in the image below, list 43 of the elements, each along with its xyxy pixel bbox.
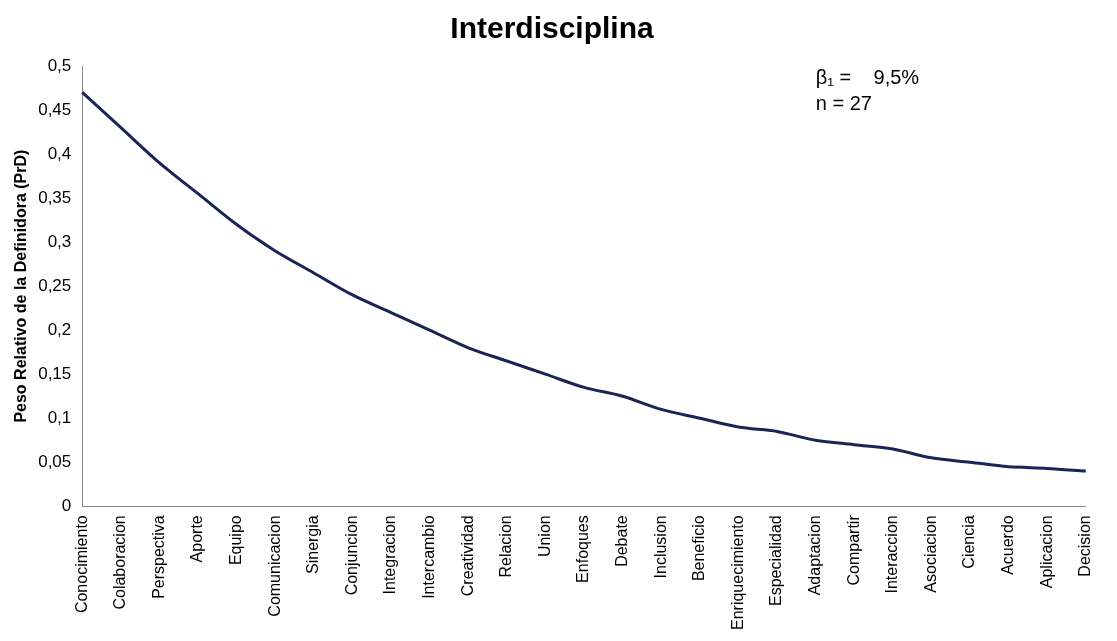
x-tick-label: Intercambio: [420, 515, 438, 599]
x-tick-label: Aplicacion: [1037, 515, 1055, 589]
x-tick-label: Enriquecimiento: [728, 515, 746, 631]
annotation: β₁ = 9,5%: [815, 65, 920, 88]
y-tick-label: 0: [61, 495, 72, 515]
chart-title: Interdisciplina: [450, 11, 654, 45]
y-tick-label: 0,5: [47, 55, 72, 75]
x-tick-label: Decision: [1076, 515, 1094, 577]
x-tick-label: Conjuncion: [342, 515, 360, 596]
x-tick-label: Sinergia: [304, 515, 322, 574]
x-tick-label: Debate: [613, 515, 631, 567]
x-tick-label: Creatividad: [458, 515, 476, 597]
x-tick-label: Aporte: [188, 515, 206, 563]
x-tick-label: Ciencia: [960, 515, 978, 569]
x-tick-label: Asociacion: [921, 515, 939, 593]
x-tick-label: Comunicacion: [265, 515, 283, 617]
x-tick-label: Equipo: [227, 515, 245, 566]
x-tick-label: Enfoques: [574, 515, 592, 583]
y-tick-label: 0,25: [38, 275, 72, 295]
x-tick-label: Union: [535, 515, 553, 558]
y-tick-label: 0,1: [47, 407, 72, 427]
y-axis-title: Peso Relativo de la Definidora (PrD): [12, 149, 30, 423]
y-tick-label: 0,15: [38, 363, 72, 383]
x-tick-label: Relacion: [497, 515, 515, 578]
x-tick-label: Acuerdo: [999, 515, 1017, 575]
y-tick-label: 0,35: [38, 187, 72, 207]
x-tick-label: Especialidad: [767, 515, 785, 607]
x-tick-label: Interaccion: [883, 515, 901, 594]
y-tick-label: 0,3: [47, 231, 72, 251]
x-tick-label: Integracion: [381, 515, 399, 595]
x-tick-label: Adaptacion: [806, 515, 824, 596]
y-tick-label: 0,2: [47, 319, 72, 339]
annotation: n = 27: [815, 91, 872, 114]
x-tick-label: Perspectiva: [149, 515, 167, 599]
x-tick-label: Compartir: [844, 514, 862, 586]
x-tick-label: Colaboracion: [111, 515, 129, 610]
x-tick-label: Inclusion: [651, 515, 669, 579]
x-tick-label: Conocimiento: [72, 515, 90, 614]
y-tick-label: 0,4: [47, 143, 72, 163]
x-tick-label: Beneficio: [690, 515, 708, 582]
y-tick-label: 0,05: [38, 451, 72, 471]
line-series: [80, 90, 1088, 473]
y-tick-label: 0,45: [38, 99, 72, 119]
